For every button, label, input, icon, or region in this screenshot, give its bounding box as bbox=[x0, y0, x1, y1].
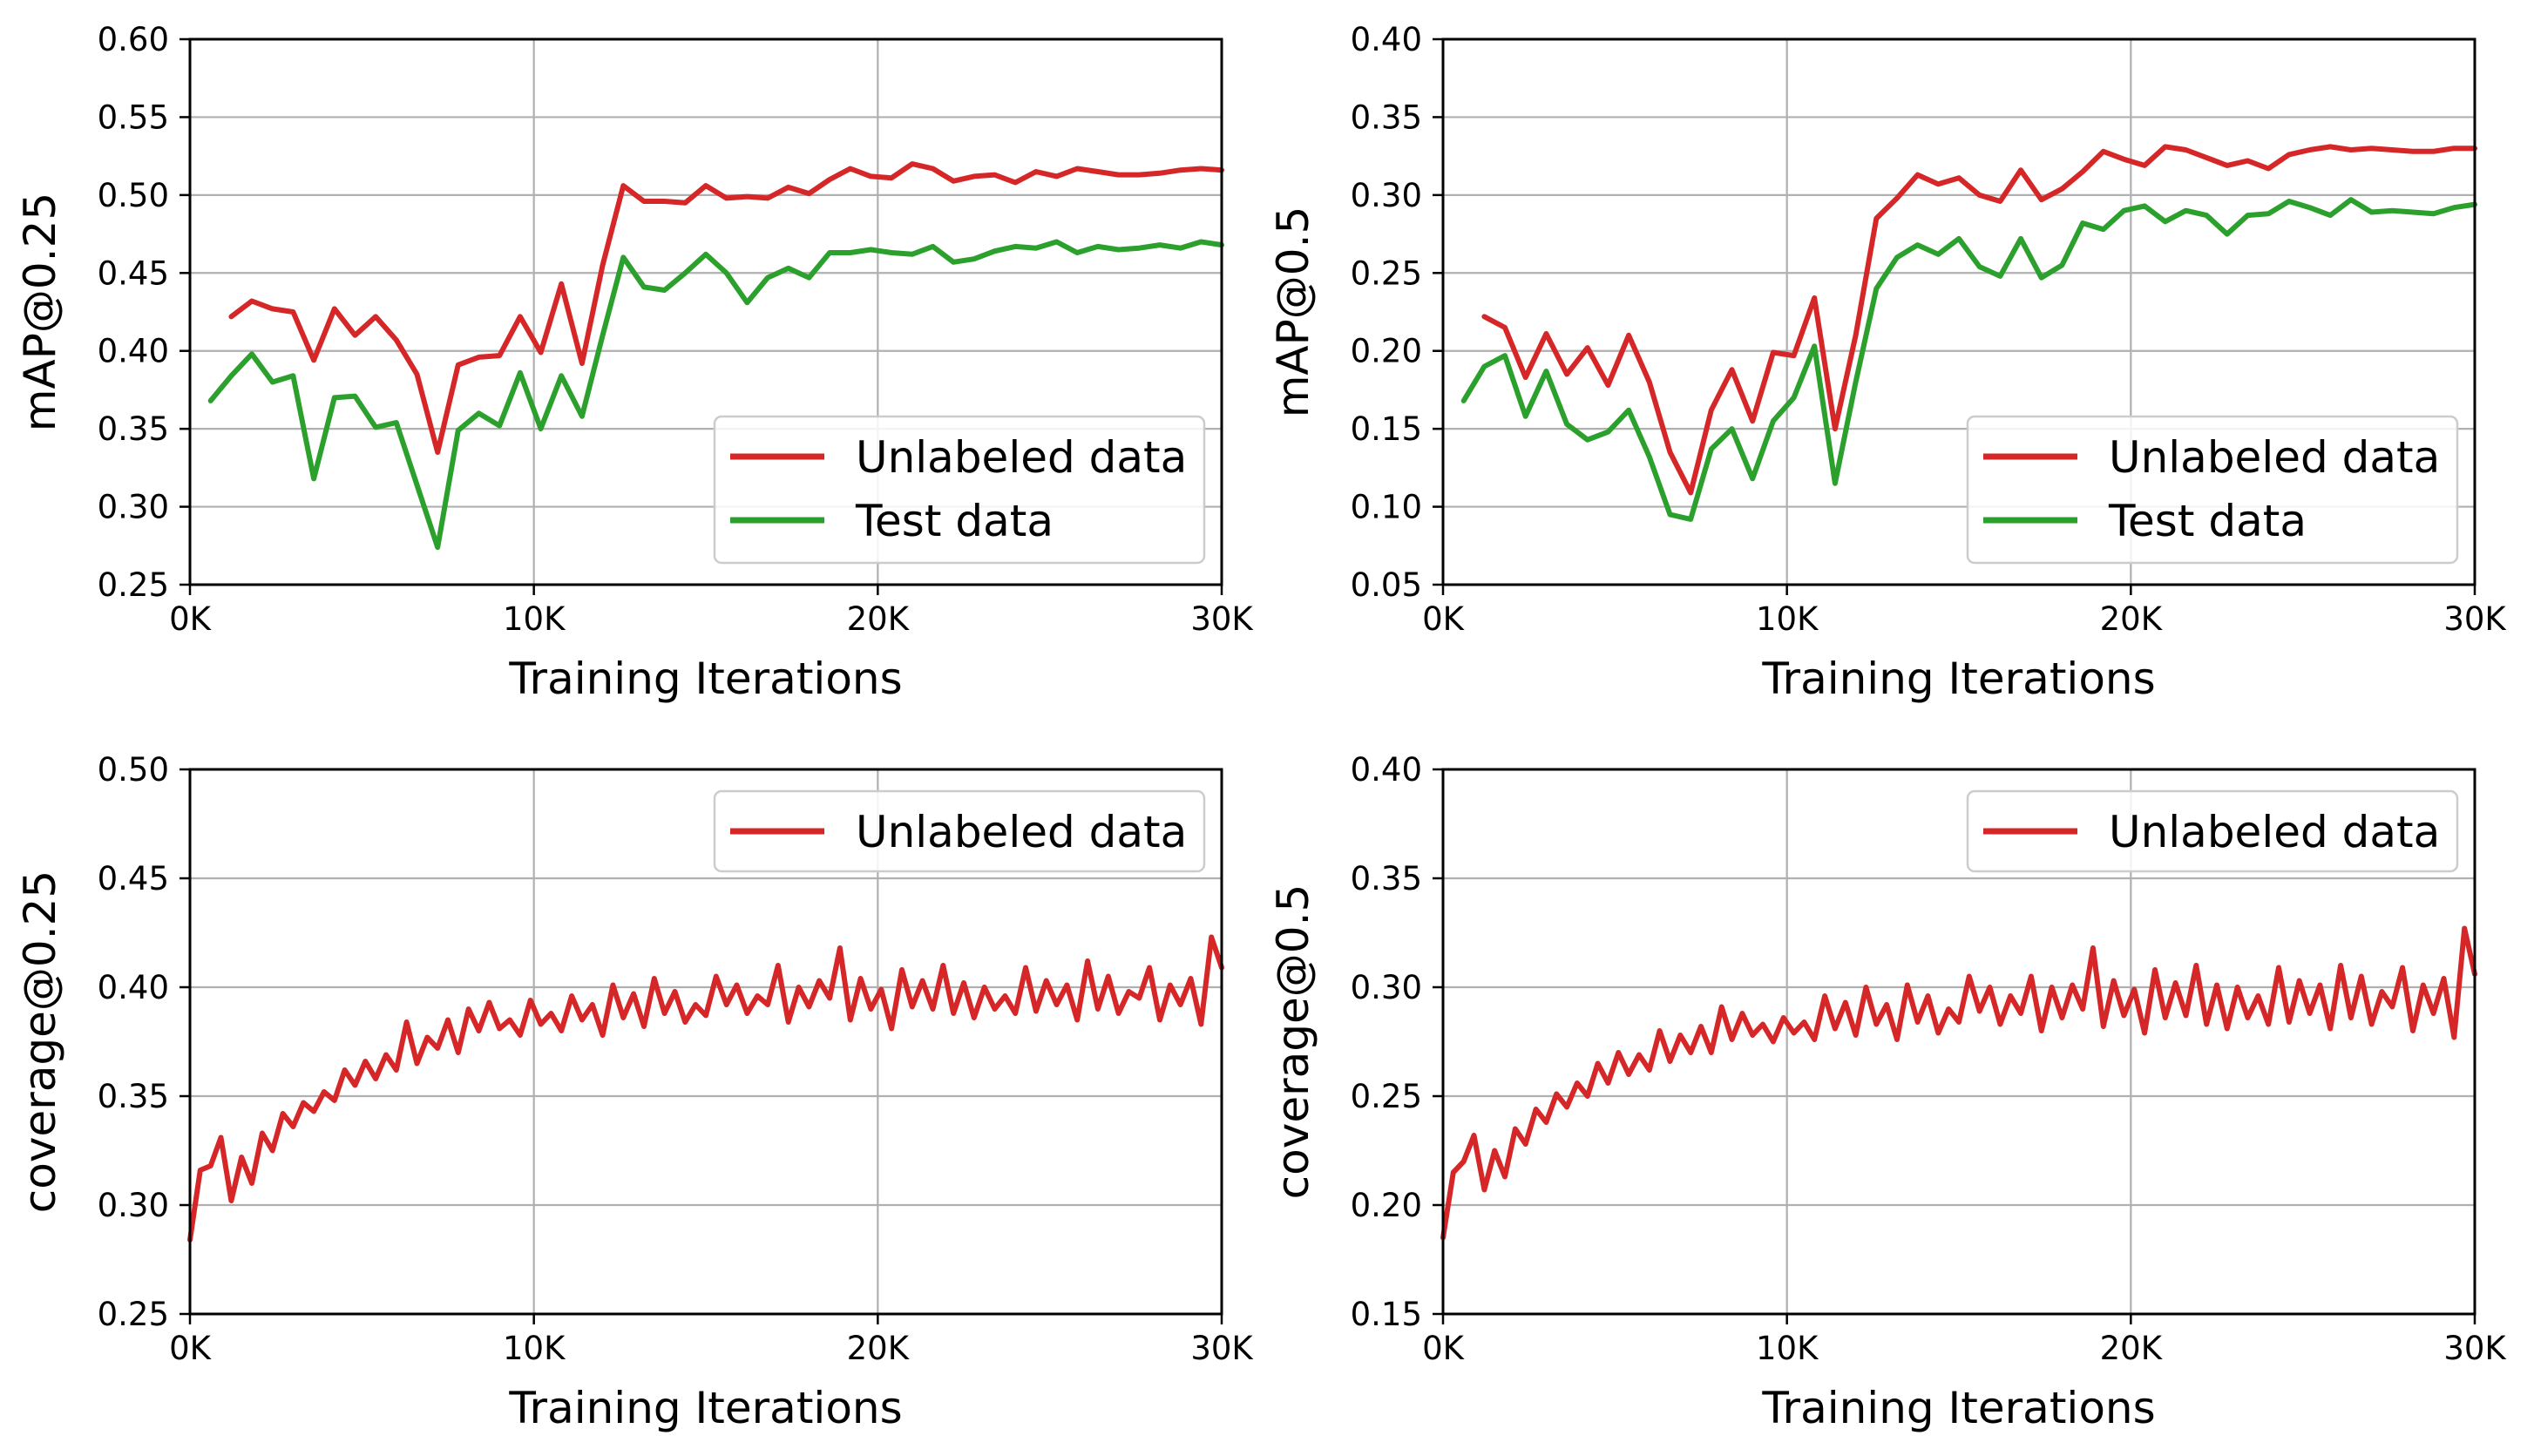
x-tick-label: 0K bbox=[1422, 600, 1466, 638]
y-axis-title: coverage@0.5 bbox=[1268, 884, 1318, 1200]
x-tick-label: 10K bbox=[1756, 1330, 1819, 1367]
x-tick-label: 0K bbox=[169, 600, 213, 638]
y-tick-label: 0.50 bbox=[98, 177, 169, 214]
x-tick-label: 20K bbox=[2100, 600, 2164, 638]
legend: Unlabeled data bbox=[1966, 789, 2459, 873]
y-tick-label: 0.40 bbox=[1351, 21, 1422, 58]
series-line-unlabeled-data bbox=[1440, 925, 2477, 1241]
x-tick-label: 20K bbox=[847, 1330, 911, 1367]
x-tick-label: 0K bbox=[169, 1330, 213, 1367]
x-tick-label: 20K bbox=[847, 600, 911, 638]
y-tick-label: 0.15 bbox=[1351, 410, 1422, 448]
legend-box bbox=[1966, 789, 2459, 873]
series-line-unlabeled-data bbox=[228, 161, 1224, 455]
y-tick-label: 0.40 bbox=[98, 969, 169, 1006]
y-tick-label: 0.35 bbox=[1351, 98, 1422, 136]
x-tick-label: 0K bbox=[1422, 1330, 1466, 1367]
y-tick-label: 0.05 bbox=[1351, 566, 1422, 604]
y-tick-label: 0.55 bbox=[98, 98, 169, 136]
y-axis-title: coverage@0.25 bbox=[15, 870, 65, 1213]
y-tick-label: 0.45 bbox=[98, 254, 169, 292]
x-tick-label: 30K bbox=[1190, 1330, 1254, 1367]
x-tick-label: 10K bbox=[503, 600, 566, 638]
axes-frame bbox=[188, 37, 1223, 586]
x-axis-title: Training Iterations bbox=[1761, 654, 2155, 704]
y-tick-label: 0.60 bbox=[98, 21, 169, 58]
legend-label: Unlabeled data bbox=[2109, 432, 2440, 483]
y-tick-label: 0.40 bbox=[1351, 751, 1422, 789]
y-axis-title: mAP@0.5 bbox=[1268, 207, 1318, 418]
y-tick-label: 0.10 bbox=[1351, 489, 1422, 526]
series-line-test-data bbox=[1460, 197, 2477, 522]
x-axis-title: Training Iterations bbox=[1761, 1383, 2155, 1433]
chart-panel-3: 0K 10K 20K 30K 0.25 0.30 0.35 0.40 0.45 0.50 Train… bbox=[15, 751, 1254, 1433]
legend-box bbox=[713, 789, 1206, 873]
axes-frame bbox=[1441, 768, 2476, 1316]
y-tick-label: 0.30 bbox=[98, 489, 169, 526]
chart-panel-1: 0K 10K 20K 30K 0.25 0.30 0.35 0.40 0.45 0.50 0.55 0… bbox=[15, 21, 1254, 704]
y-tick-label: 0.15 bbox=[1351, 1296, 1422, 1333]
y-tick-label: 0.35 bbox=[1351, 860, 1422, 897]
x-axis-title: Training Iterations bbox=[508, 1383, 902, 1433]
y-tick-label: 0.50 bbox=[98, 751, 169, 789]
legend-box bbox=[713, 415, 1206, 565]
x-tick-label: 10K bbox=[503, 1330, 566, 1367]
y-tick-label: 0.25 bbox=[98, 1296, 169, 1333]
y-tick-label: 0.45 bbox=[98, 860, 169, 897]
y-tick-label: 0.25 bbox=[1351, 254, 1422, 292]
series-line-test-data bbox=[207, 239, 1224, 551]
axes-frame bbox=[188, 768, 1223, 1316]
x-tick-label: 20K bbox=[2100, 1330, 2164, 1367]
legend: Unlabeled data Test data bbox=[713, 415, 1206, 565]
y-tick-label: 0.30 bbox=[1351, 969, 1422, 1006]
legend: Unlabeled data bbox=[713, 789, 1206, 873]
y-tick-label: 0.30 bbox=[1351, 177, 1422, 214]
legend-label: Unlabeled data bbox=[2109, 807, 2440, 857]
legend: Unlabeled data Test data bbox=[1966, 415, 2459, 565]
y-tick-label: 0.40 bbox=[98, 333, 169, 370]
x-tick-label: 30K bbox=[2443, 600, 2507, 638]
chart-panel-4: 0K 10K 20K 30K 0.15 0.20 0.25 0.30 0.35 0.40 Train… bbox=[1268, 751, 2507, 1433]
legend-label: Test data bbox=[855, 496, 1054, 546]
y-axis-title: mAP@0.25 bbox=[15, 193, 65, 431]
series-line-unlabeled-data bbox=[187, 934, 1224, 1243]
y-tick-label: 0.35 bbox=[98, 410, 169, 448]
legend-box bbox=[1966, 415, 2459, 565]
legend-label: Unlabeled data bbox=[856, 432, 1187, 483]
y-tick-label: 0.20 bbox=[1351, 333, 1422, 370]
legend-label: Test data bbox=[2108, 496, 2307, 546]
x-tick-label: 30K bbox=[1190, 600, 1254, 638]
y-tick-label: 0.30 bbox=[98, 1187, 169, 1224]
axes-frame bbox=[1441, 37, 2476, 586]
x-tick-label: 30K bbox=[2443, 1330, 2507, 1367]
y-tick-label: 0.20 bbox=[1351, 1187, 1422, 1224]
y-tick-label: 0.35 bbox=[98, 1078, 169, 1115]
y-tick-label: 0.25 bbox=[98, 566, 169, 604]
series-line-unlabeled-data bbox=[1481, 144, 2477, 496]
x-tick-label: 10K bbox=[1756, 600, 1819, 638]
chart-panel-2: 0K 10K 20K 30K 0.05 0.10 0.15 0.20 0.25 0.30 0.35 0… bbox=[1268, 21, 2507, 704]
legend-label: Unlabeled data bbox=[856, 807, 1187, 857]
y-tick-label: 0.25 bbox=[1351, 1078, 1422, 1115]
x-axis-title: Training Iterations bbox=[508, 654, 902, 704]
